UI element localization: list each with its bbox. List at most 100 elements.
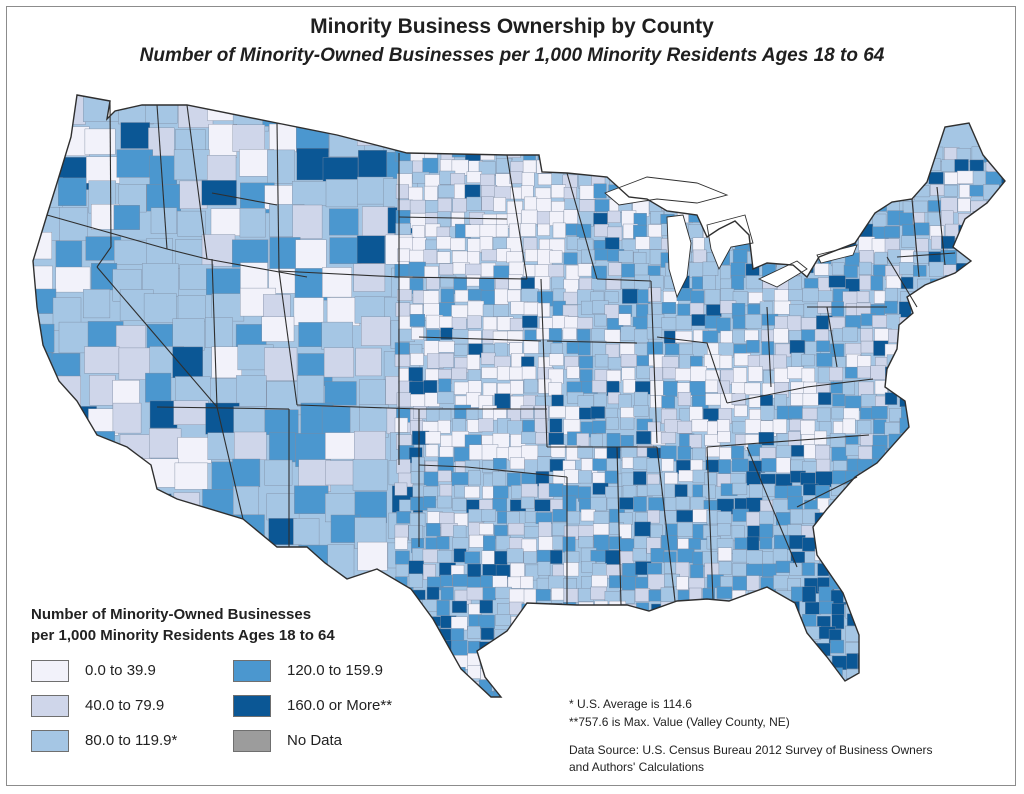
- county-cell: [440, 587, 454, 601]
- state-border-line: [156, 406, 290, 410]
- county-cell: [634, 263, 650, 276]
- county-cell: [858, 197, 876, 212]
- county-cell: [873, 419, 887, 435]
- county-cell: [859, 249, 874, 264]
- county-cell: [940, 330, 955, 343]
- county-cell: [913, 200, 928, 213]
- county-cell: [734, 537, 748, 550]
- county-cell: [520, 681, 534, 694]
- county-cell: [803, 236, 819, 250]
- county-cell: [997, 226, 1005, 243]
- county-cell: [916, 639, 932, 656]
- county-cell: [803, 171, 820, 187]
- county-cell: [451, 472, 469, 487]
- county-cell: [987, 498, 1000, 512]
- county-cell: [506, 251, 523, 263]
- county-cell: [495, 642, 512, 658]
- legend-swatch-0-40: [31, 660, 69, 682]
- state-border-line: [911, 198, 920, 278]
- county-cell: [971, 317, 986, 330]
- county-cell: [411, 456, 425, 472]
- county-cell: [996, 408, 1005, 423]
- county-cell: [690, 613, 706, 627]
- county-cell: [859, 173, 876, 186]
- county-cell: [647, 473, 660, 486]
- county-cell: [689, 406, 703, 422]
- county-cell: [321, 321, 353, 350]
- county-cell: [590, 496, 607, 512]
- county-cell: [940, 404, 956, 420]
- county-cell: [399, 655, 415, 668]
- county-cell: [509, 588, 525, 603]
- county-cell: [507, 289, 521, 303]
- map-frame: Minority Business Ownership by County Nu…: [6, 6, 1016, 786]
- county-cell: [886, 538, 902, 551]
- county-cell: [56, 437, 88, 468]
- county-cell: [930, 678, 944, 691]
- us-coastline: [32, 94, 1006, 698]
- county-cell: [972, 210, 990, 225]
- county-cell: [661, 302, 677, 314]
- county-cell: [900, 511, 918, 527]
- county-cell: [408, 560, 424, 576]
- county-cell: [985, 378, 1002, 392]
- county-cell: [817, 277, 831, 293]
- county-cell: [872, 458, 890, 474]
- county-cell: [593, 212, 608, 227]
- legend-title: Number of Minority-Owned Businesses per …: [31, 604, 391, 646]
- county-cell: [121, 491, 156, 526]
- county-cell: [913, 586, 931, 602]
- county-cell: [492, 471, 507, 488]
- county-cell: [689, 147, 704, 161]
- county-cell: [860, 643, 877, 656]
- county-cell: [56, 95, 86, 125]
- county-cell: [481, 444, 499, 461]
- county-cell: [831, 538, 847, 554]
- county-cell: [398, 691, 413, 697]
- county-cell: [996, 563, 1005, 576]
- county-cell: [744, 173, 762, 187]
- county-cell: [581, 666, 595, 679]
- county-cell: [814, 263, 829, 276]
- county-cell: [58, 321, 89, 354]
- county-cell: [886, 459, 902, 473]
- county-cell: [550, 626, 564, 640]
- county-cell: [944, 537, 960, 554]
- county-cell: [942, 614, 956, 630]
- county-cell: [607, 614, 621, 629]
- county-cell: [648, 589, 663, 602]
- county-cell: [521, 366, 537, 381]
- county-cell: [634, 161, 651, 176]
- county-cell: [33, 154, 57, 180]
- county-cell: [986, 433, 1000, 447]
- county-cell: [929, 378, 944, 392]
- county-cell: [173, 400, 209, 425]
- county-cell: [997, 524, 1005, 541]
- county-cell: [902, 432, 919, 447]
- county-cell: [440, 680, 455, 693]
- county-cell: [734, 196, 748, 212]
- county-cell: [969, 237, 986, 253]
- county-cell: [536, 600, 552, 613]
- county-cell: [886, 626, 904, 643]
- state-borders: [46, 100, 956, 606]
- county-cell: [604, 304, 619, 321]
- county-cell: [494, 393, 511, 409]
- county-cell: [914, 575, 929, 591]
- county-cell: [507, 420, 523, 437]
- county-cell: [983, 589, 997, 604]
- county-cell: [691, 690, 709, 697]
- county-cell: [915, 342, 931, 359]
- county-cell: [747, 251, 764, 264]
- county-cell: [453, 548, 467, 563]
- county-cell: [763, 680, 777, 695]
- county-cell: [691, 314, 706, 326]
- county-cell: [887, 551, 901, 566]
- county-cell: [954, 524, 971, 539]
- county-cell: [800, 664, 819, 681]
- county-cell: [423, 496, 437, 509]
- county-cell: [717, 198, 732, 214]
- county-cell: [987, 564, 1004, 578]
- county-cell: [688, 577, 705, 590]
- county-cell: [508, 628, 522, 642]
